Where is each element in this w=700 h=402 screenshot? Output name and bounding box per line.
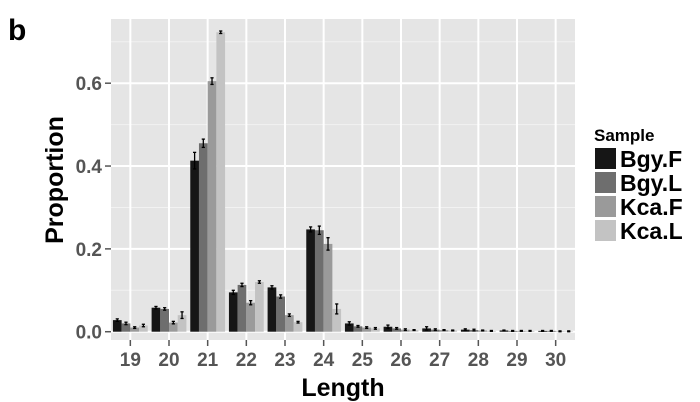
error-bar-Kca.L-30 <box>567 331 570 332</box>
legend-label: Kca.F <box>620 194 683 220</box>
bar-Kca.F-21 <box>208 81 217 332</box>
x-tick-label: 26 <box>390 350 411 371</box>
y-tick-label: 0.6 <box>76 74 102 95</box>
bar-Kca.L-22 <box>255 282 264 332</box>
error-bar-Kca.F-28 <box>481 330 484 331</box>
x-tick-label: 30 <box>545 350 566 371</box>
y-axis-ticks: 0.0 0.2 0.4 0.6 <box>76 74 111 344</box>
bar-Bgy.F-21 <box>190 161 199 332</box>
x-tick-label: 22 <box>236 350 257 371</box>
error-bar-Kca.L-29 <box>528 330 531 331</box>
legend-item-Kca.L: Kca.L <box>595 218 683 244</box>
bar-Bgy.L-23 <box>276 297 285 332</box>
bar-Kca.F-23 <box>285 315 294 332</box>
bar-Bgy.L-22 <box>238 285 247 332</box>
bar-Kca.F-24 <box>324 244 333 332</box>
bar-Bgy.F-20 <box>152 308 161 332</box>
bar-Bgy.L-24 <box>315 230 324 331</box>
bar-Kca.L-21 <box>216 32 225 331</box>
x-tick-label: 25 <box>352 350 374 371</box>
error-bar-Kca.F-30 <box>558 331 561 332</box>
x-tick-label: 23 <box>274 350 295 371</box>
bar-Bgy.L-20 <box>160 309 169 332</box>
legend-label: Kca.L <box>620 218 683 244</box>
error-bar-Kca.L-26 <box>412 330 415 331</box>
error-bar-Bgy.L-30 <box>550 330 553 331</box>
bar-Bgy.F-24 <box>306 229 315 331</box>
error-bar-Kca.L-28 <box>490 330 493 331</box>
panel-label: b <box>8 14 26 47</box>
x-tick-label: 27 <box>429 350 450 371</box>
y-tick-label: 0.2 <box>76 240 102 261</box>
x-tick-label: 21 <box>197 350 219 371</box>
legend-title: Sample <box>594 126 654 145</box>
legend-swatch <box>595 196 616 217</box>
y-tick-label: 0.4 <box>76 157 103 178</box>
error-bar-Kca.F-27 <box>442 330 445 331</box>
x-axis-title: Length <box>301 374 384 402</box>
bar-Bgy.L-21 <box>199 143 208 331</box>
error-bar-Bgy.F-29 <box>502 330 505 331</box>
bar-Bgy.F-23 <box>268 287 277 331</box>
legend-item-Kca.F: Kca.F <box>595 194 683 220</box>
y-axis-title: Proportion <box>41 116 69 244</box>
error-bar-Kca.L-27 <box>451 330 454 331</box>
bar-Bgy.F-22 <box>229 292 238 331</box>
legend-swatch <box>595 148 616 169</box>
legend-item-Bgy.L: Bgy.L <box>595 170 682 196</box>
x-tick-label: 20 <box>158 350 179 371</box>
x-tick-label: 28 <box>468 350 489 371</box>
x-tick-label: 19 <box>120 350 141 371</box>
legend-item-Bgy.F: Bgy.F <box>595 146 682 172</box>
bar-Kca.F-22 <box>246 303 255 332</box>
legend-label: Bgy.F <box>620 146 682 172</box>
x-tick-label: 29 <box>506 350 527 371</box>
plot-background <box>111 19 575 340</box>
legend-swatch <box>595 220 616 241</box>
error-bar-Kca.F-29 <box>520 330 523 331</box>
x-tick-label: 24 <box>313 350 335 371</box>
error-bar-Bgy.L-29 <box>511 330 514 331</box>
error-bar-Bgy.F-30 <box>541 330 544 331</box>
x-axis-ticks: 19 20 21 22 23 24 25 26 27 28 29 30 <box>120 340 566 371</box>
y-tick-label: 0.0 <box>76 323 102 344</box>
legend-swatch <box>595 172 616 193</box>
legend-label: Bgy.L <box>620 170 682 196</box>
